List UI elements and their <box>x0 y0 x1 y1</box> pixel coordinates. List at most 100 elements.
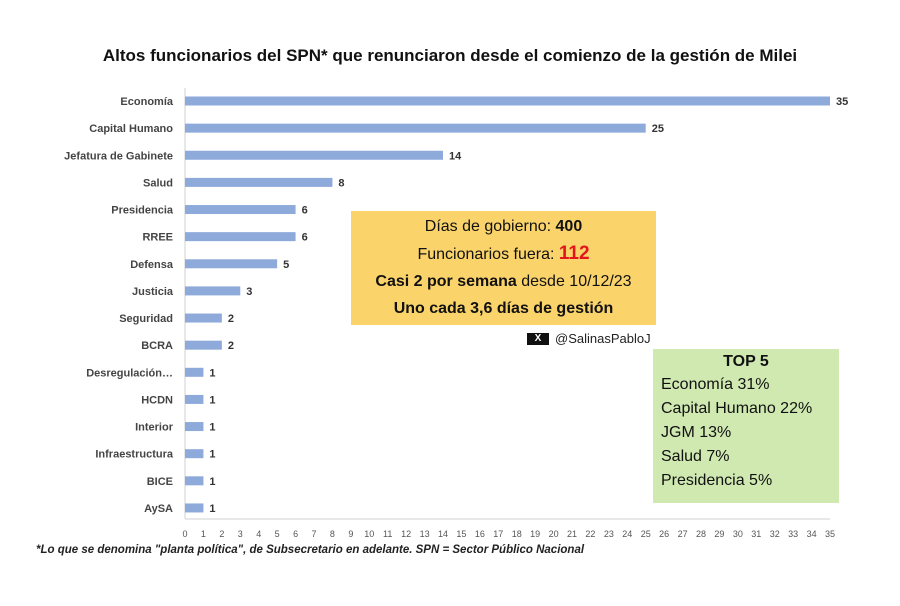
footnote: *Lo que se denomina "planta política", d… <box>36 544 585 556</box>
x-tick-label: 11 <box>383 529 392 539</box>
bar <box>185 177 333 187</box>
summary-per-week: Casi 2 por semana desde 10/12/23 <box>351 268 656 295</box>
value-label: 14 <box>449 150 462 162</box>
bar <box>185 394 204 404</box>
value-label: 25 <box>652 123 664 135</box>
category-label: Justicia <box>132 286 174 298</box>
category-label: Desregulación… <box>86 367 173 379</box>
x-tick-label: 12 <box>401 529 411 539</box>
value-label: 5 <box>283 259 289 271</box>
category-label: Salud <box>143 177 173 189</box>
x-tick-label: 6 <box>293 529 298 539</box>
category-label: Defensa <box>130 259 174 271</box>
top5-item: Presidencia 5% <box>661 472 773 489</box>
x-tick-label: 28 <box>696 529 706 539</box>
category-label: Interior <box>135 422 174 434</box>
x-tick-label: 7 <box>311 529 316 539</box>
bar <box>185 503 204 513</box>
x-tick-label: 25 <box>641 529 651 539</box>
x-tick-label: 4 <box>256 529 261 539</box>
chart-title: Altos funcionarios del SPN* que renuncia… <box>102 46 798 65</box>
bar <box>185 313 222 323</box>
value-label: 6 <box>302 232 308 244</box>
value-label: 1 <box>209 422 215 434</box>
value-label: 35 <box>836 96 848 108</box>
top5-item: JGM 13% <box>661 424 732 441</box>
value-label: 8 <box>338 177 344 189</box>
x-tick-label: 17 <box>493 529 503 539</box>
officials-label: Funcionarios fuera: <box>417 246 559 263</box>
summary-officials: Funcionarios fuera: 112 <box>351 240 656 268</box>
top5-item: Economía 31% <box>661 376 770 393</box>
top5-item: Salud 7% <box>661 448 730 465</box>
value-label: 1 <box>209 394 215 406</box>
x-tick-label: 31 <box>751 529 761 539</box>
x-tick-label: 23 <box>604 529 614 539</box>
category-label: Infraestructura <box>95 449 174 461</box>
value-label: 6 <box>302 205 308 217</box>
x-tick-label: 18 <box>512 529 522 539</box>
top5-title: TOP 5 <box>723 353 769 370</box>
category-label: BCRA <box>141 340 173 352</box>
x-tick-label: 34 <box>807 529 817 539</box>
bar <box>185 150 443 160</box>
x-tick-label: 10 <box>364 529 374 539</box>
per-week-rest: desde 10/12/23 <box>516 273 632 290</box>
x-tick-label: 26 <box>659 529 669 539</box>
x-tick-label: 14 <box>438 529 448 539</box>
value-label: 3 <box>246 286 252 298</box>
bar <box>185 205 296 215</box>
x-tick-label: 19 <box>530 529 540 539</box>
summary-rate: Uno cada 3,6 días de gestión <box>351 295 656 322</box>
x-tick-label: 1 <box>201 529 206 539</box>
rate-text: Uno cada 3,6 días de gestión <box>393 300 614 317</box>
x-tick-label: 20 <box>549 529 559 539</box>
summary-box: Días de gobierno: 400 Funcionarios fuera… <box>351 211 656 325</box>
x-tick-label: 9 <box>348 529 353 539</box>
bar <box>185 449 204 459</box>
per-week-bold: Casi 2 por semana <box>375 273 517 290</box>
top5-box: TOP 5 Economía 31% Capital Humano 22% JG… <box>653 349 839 503</box>
value-label: 1 <box>209 449 215 461</box>
x-tick-label: 21 <box>567 529 577 539</box>
days-value: 400 <box>555 218 583 235</box>
author-handle: X @SalinasPabloJ <box>527 331 651 346</box>
x-tick-label: 5 <box>275 529 280 539</box>
value-label: 1 <box>209 476 215 488</box>
bar <box>185 286 241 296</box>
x-tick-label: 33 <box>788 529 798 539</box>
bar <box>185 232 296 242</box>
category-label: HCDN <box>141 394 173 406</box>
x-tick-label: 13 <box>420 529 430 539</box>
category-label: RREE <box>142 232 173 244</box>
value-label: 2 <box>228 340 234 352</box>
summary-days: Días de gobierno: 400 <box>351 213 656 240</box>
category-label: Seguridad <box>119 313 173 325</box>
category-label: Capital Humano <box>89 123 173 135</box>
x-tick-label: 2 <box>219 529 224 539</box>
bar <box>185 422 204 432</box>
x-logo-icon: X <box>527 332 549 345</box>
category-label: AySA <box>144 503 173 515</box>
x-tick-label: 15 <box>456 529 466 539</box>
x-tick-label: 29 <box>714 529 724 539</box>
x-tick-label: 27 <box>678 529 688 539</box>
x-tick-label: 32 <box>770 529 780 539</box>
bar <box>185 259 278 269</box>
bar <box>185 340 222 350</box>
x-tick-label: 22 <box>585 529 595 539</box>
days-label: Días de gobierno: <box>424 218 556 235</box>
officials-value: 112 <box>558 243 590 264</box>
value-label: 2 <box>228 313 234 325</box>
category-label: BICE <box>147 476 173 488</box>
x-tick-label: 30 <box>733 529 743 539</box>
value-label: 1 <box>209 503 215 515</box>
bar <box>185 367 204 377</box>
bar <box>185 476 204 486</box>
top5-item: Capital Humano 22% <box>661 400 813 417</box>
category-label: Jefatura de Gabinete <box>64 150 173 162</box>
x-tick-label: 16 <box>475 529 485 539</box>
value-label: 1 <box>209 367 215 379</box>
handle-text: @SalinasPabloJ <box>555 331 651 346</box>
